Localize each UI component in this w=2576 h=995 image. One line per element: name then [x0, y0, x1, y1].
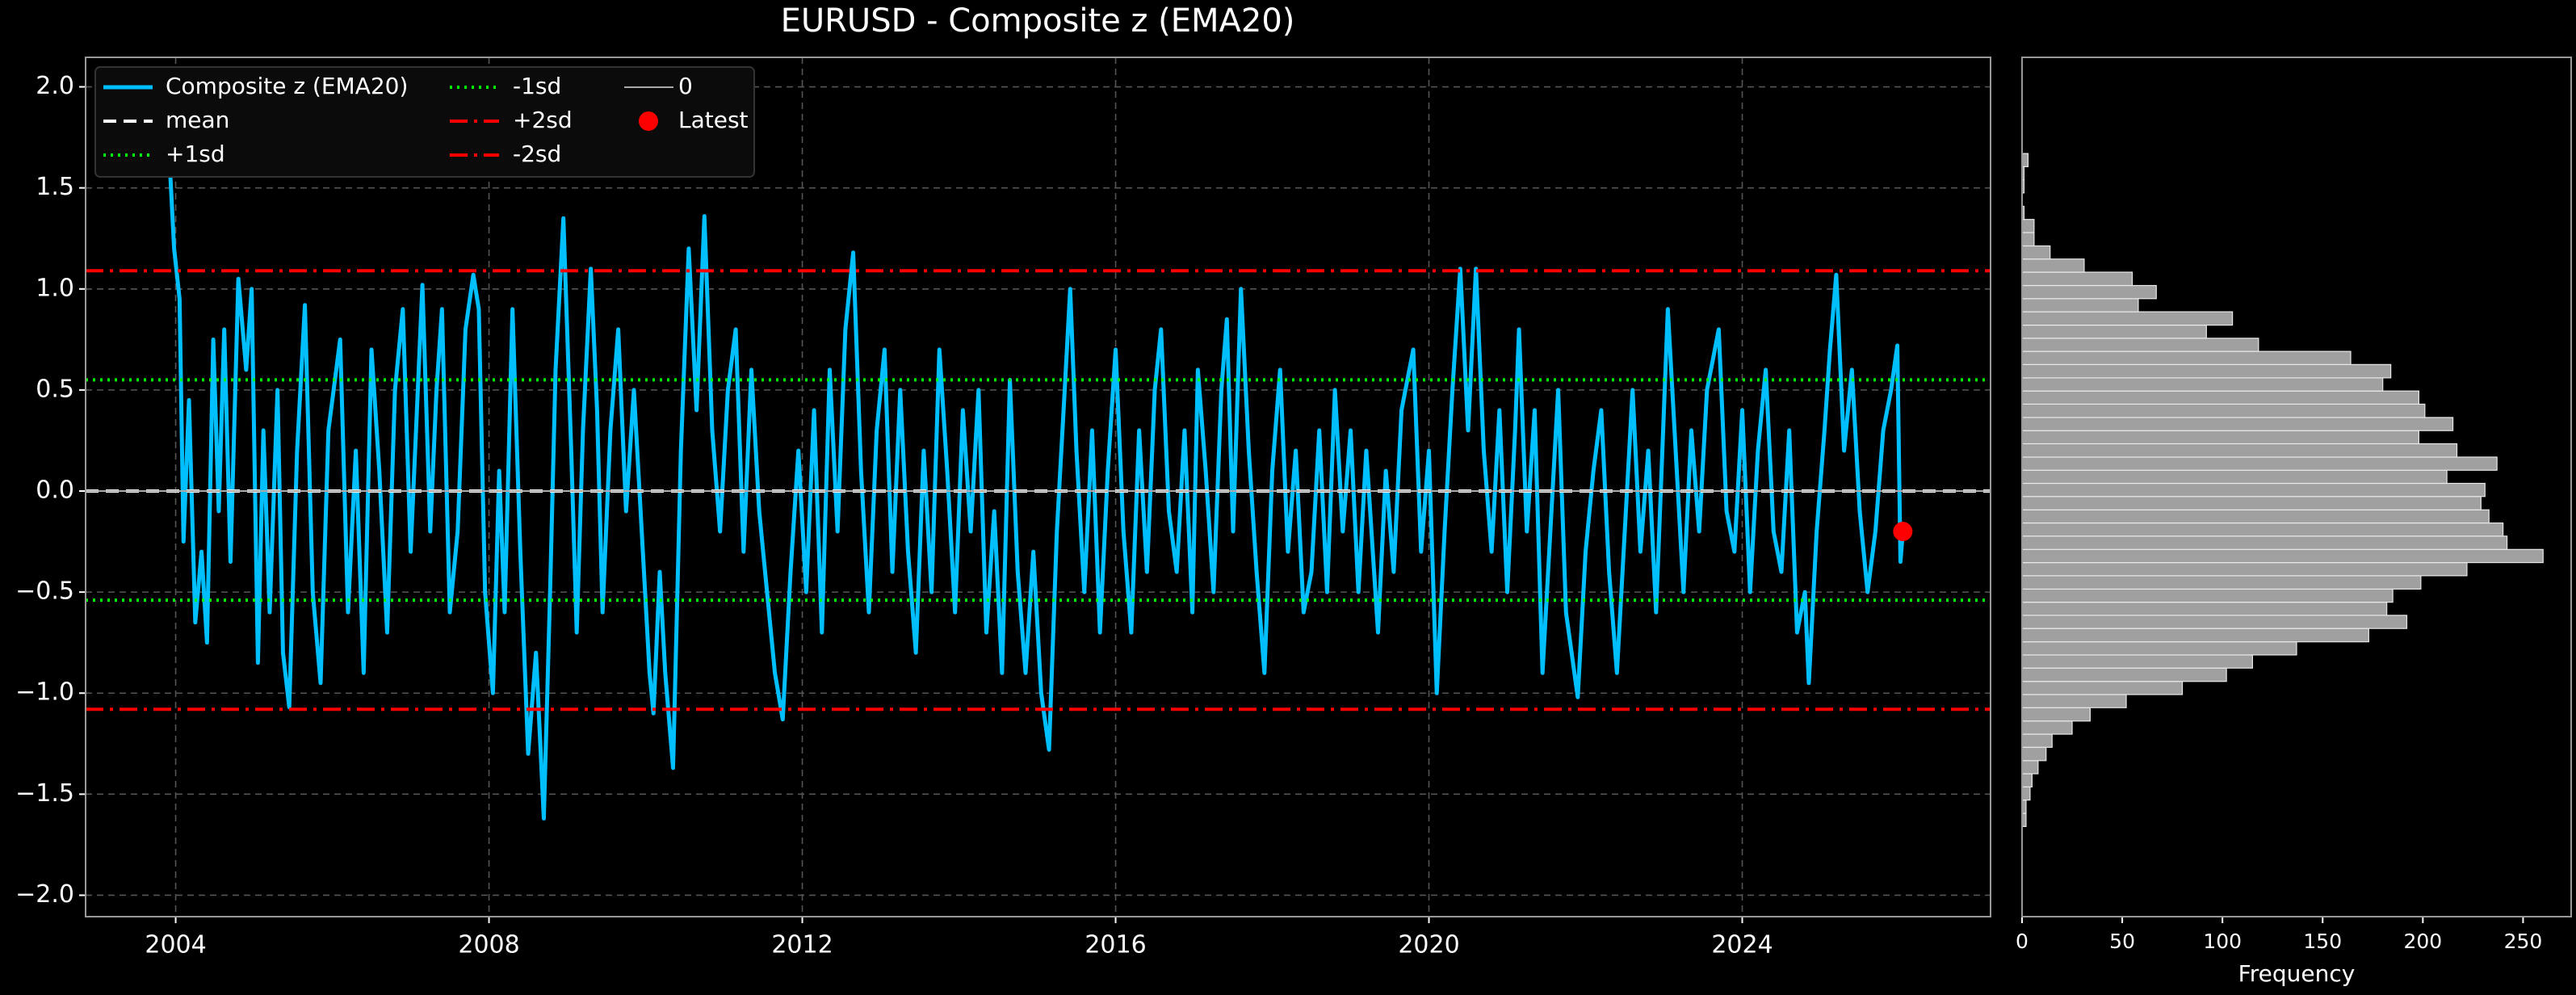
- legend-label: -2sd: [513, 141, 561, 167]
- x-tick-label: 250: [2504, 930, 2543, 953]
- x-tick-label: 0: [2016, 930, 2028, 953]
- histogram-bar: [2021, 667, 2227, 682]
- x-tick-label: 2004: [145, 931, 206, 959]
- x-axis-label: Frequency: [2238, 960, 2356, 987]
- y-tick-label: −2.0: [15, 880, 74, 909]
- histogram-bar: [2021, 773, 2033, 787]
- x-tick-label: 2024: [1711, 931, 1773, 959]
- y-tick-label: −1.5: [15, 779, 74, 808]
- histogram-bar: [2021, 469, 2448, 485]
- histogram-bar: [2021, 522, 2504, 537]
- y-tick-label: −0.5: [15, 577, 74, 606]
- y-tick-label: −1.0: [15, 678, 74, 707]
- legend-marker: [639, 111, 658, 131]
- histogram-bar: [2021, 720, 2073, 735]
- histogram-bar: [2021, 390, 2419, 405]
- histogram-bar: [2021, 311, 2234, 326]
- histogram-bar: [2021, 746, 2047, 762]
- histogram-bar: [2021, 694, 2127, 708]
- histogram-bar: [2021, 628, 2369, 643]
- x-tick-label: 50: [2109, 930, 2135, 953]
- legend-label: Composite z (EMA20): [166, 73, 408, 99]
- histogram-bar: [2021, 733, 2053, 748]
- y-tick-label: 0.5: [36, 375, 74, 403]
- plot-frame: [2021, 57, 2572, 917]
- y-tick-label: 1.0: [36, 274, 74, 302]
- histogram-bar: [2021, 377, 2384, 392]
- histogram-bar: [2021, 324, 2207, 339]
- legend-label: 0: [678, 73, 693, 99]
- x-tick-label: 200: [2403, 930, 2442, 953]
- histogram-bar: [2021, 496, 2482, 510]
- x-tick-label: 2008: [458, 931, 519, 959]
- plot-frame: [85, 57, 1991, 917]
- x-tick-label: 150: [2303, 930, 2342, 953]
- histogram-bar: [2021, 245, 2051, 260]
- histogram-bar: [2021, 443, 2458, 458]
- legend-label: mean: [166, 107, 229, 133]
- histogram-bar: [2021, 786, 2031, 801]
- histogram-bar: [2021, 548, 2544, 564]
- legend-label: +2sd: [513, 107, 573, 133]
- histogram-bar: [2021, 654, 2254, 669]
- histogram-bar: [2021, 403, 2426, 418]
- histogram-bar: [2021, 707, 2091, 722]
- histogram-bar: [2021, 615, 2408, 629]
- histogram-bar: [2021, 284, 2157, 300]
- latest-point: [1893, 522, 1913, 542]
- histogram-bar: [2021, 298, 2139, 313]
- x-tick-label: 100: [2203, 930, 2242, 953]
- x-tick-label: 2016: [1085, 931, 1146, 959]
- histogram-bar: [2021, 351, 2352, 365]
- legend-box: [94, 66, 755, 178]
- histogram-bar: [2021, 363, 2392, 379]
- legend-label: -1sd: [513, 73, 561, 99]
- histogram-bar: [2021, 509, 2490, 524]
- histogram-bar: [2021, 760, 2039, 775]
- histogram-bar: [2021, 588, 2393, 603]
- histogram-bar: [2021, 641, 2297, 656]
- histogram-bar: [2021, 219, 2035, 233]
- y-tick-label: 2.0: [36, 72, 74, 100]
- histogram-bar: [2021, 232, 2035, 247]
- histogram-bar: [2021, 153, 2029, 167]
- histogram-bar: [2021, 430, 2419, 445]
- histogram-bar: [2021, 258, 2085, 273]
- histogram-bar: [2021, 602, 2388, 616]
- legend-label: Latest: [678, 107, 749, 133]
- legend-label: +1sd: [166, 141, 225, 167]
- histogram-bar: [2021, 417, 2454, 431]
- histogram-bar: [2021, 561, 2468, 577]
- chart-title: EURUSD - Composite z (EMA20): [781, 2, 1295, 40]
- y-tick-label: 0.0: [36, 477, 74, 505]
- histogram-bar: [2021, 482, 2486, 498]
- x-tick-label: 2012: [771, 931, 833, 959]
- x-tick-label: 2020: [1398, 931, 1459, 959]
- histogram-bar: [2021, 575, 2422, 590]
- histogram-bar: [2021, 681, 2184, 695]
- histogram-bar: [2021, 535, 2508, 550]
- histogram-bar: [2021, 271, 2133, 287]
- histogram-bar: [2021, 338, 2259, 352]
- histogram-bar: [2021, 456, 2498, 471]
- y-tick-label: 1.5: [36, 173, 74, 201]
